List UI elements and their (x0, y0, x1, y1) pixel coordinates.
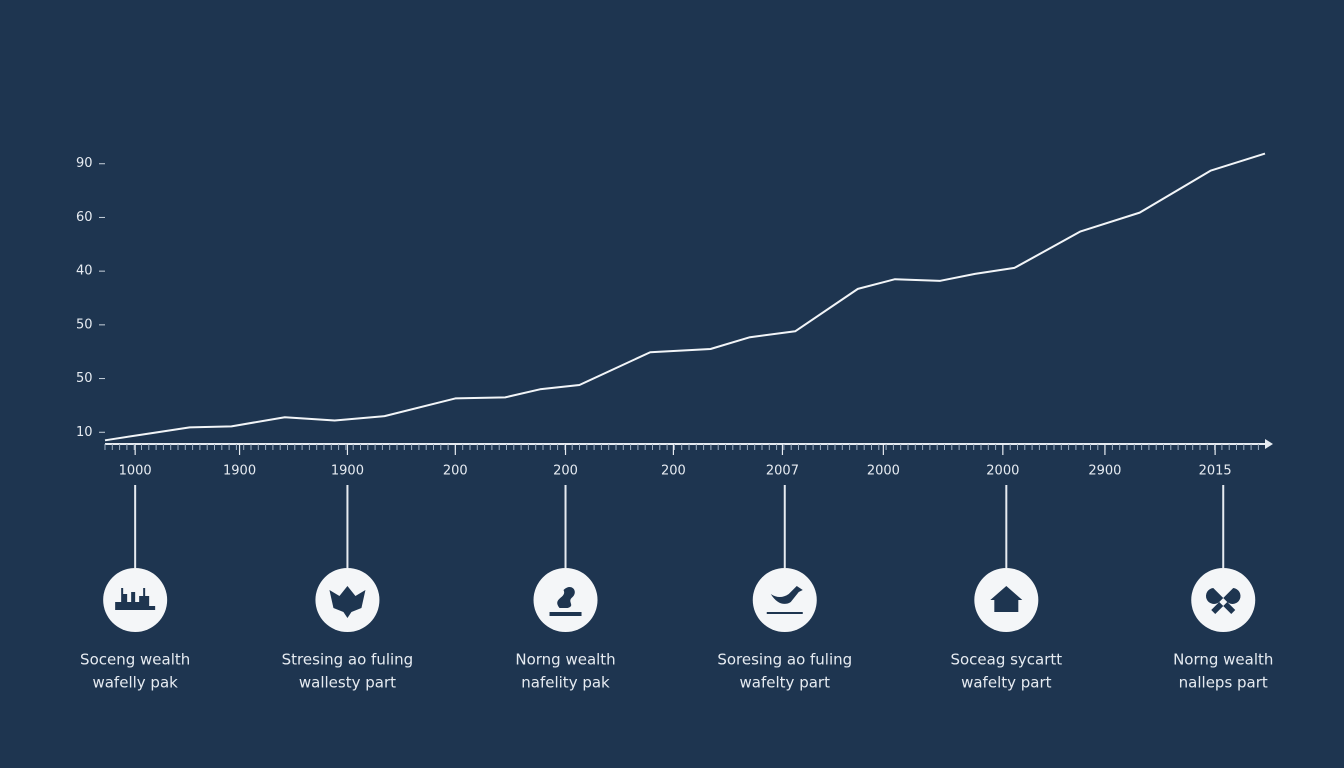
x-axis-arrow (1265, 439, 1273, 449)
y-tick-label: 10 (76, 425, 93, 440)
milestone-label: wafelty part (961, 674, 1052, 692)
milestone: Soceng wealth wafelly pak (80, 485, 190, 692)
milestone-icon (329, 586, 366, 618)
milestone-icon (549, 587, 582, 616)
y-tick-label: 50 (76, 371, 93, 386)
milestone-icon (766, 586, 803, 614)
x-tick-label: 200 (443, 464, 468, 479)
milestone-label: Soresing ao fuling (717, 651, 852, 669)
milestone-icon (990, 586, 1023, 612)
x-tick-label: 2007 (766, 464, 799, 479)
milestone-icon-bg (1191, 568, 1256, 632)
milestone-label: nalleps part (1179, 674, 1268, 692)
milestone-label: wafelty part (740, 674, 831, 692)
milestone: Soceag sycartt wafelty part (950, 485, 1062, 692)
milestone: Norng wealth nafelity pak (515, 485, 616, 692)
milestone-label: wafelly pak (92, 674, 178, 692)
y-tick-label: 40 (76, 264, 93, 279)
x-tick-label: 2000 (986, 464, 1019, 479)
milestone-label: Norng wealth (1173, 651, 1273, 669)
x-tick-label: 2900 (1088, 464, 1121, 479)
milestone: Stresing ao fuling wallesty part (282, 485, 414, 692)
x-tick-label: 2000 (867, 464, 900, 479)
x-tick-label: 200 (553, 464, 578, 479)
x-tick-label: 1900 (331, 464, 364, 479)
x-tick-label: 200 (661, 464, 686, 479)
milestone-label: nafelity pak (521, 674, 610, 692)
y-tick-label: 60 (76, 210, 93, 225)
milestone-icon (1205, 588, 1241, 614)
milestone-label: Stresing ao fuling (282, 651, 414, 669)
milestone: Soresing ao fuling wafelty part (717, 485, 852, 692)
x-tick-label: 1000 (119, 464, 152, 479)
milestone-label: Soceng wealth (80, 651, 190, 669)
y-tick-label: 90 (76, 156, 93, 171)
line (104, 152, 1266, 442)
milestone-label: Soceag sycartt (950, 651, 1062, 669)
milestone-icon (115, 588, 156, 610)
x-tick-label: 2015 (1199, 464, 1232, 479)
milestone-label: Norng wealth (515, 651, 615, 669)
y-tick-label: 50 (76, 317, 93, 332)
milestone-label: wallesty part (299, 674, 396, 692)
x-tick-label: 1900 (223, 464, 256, 479)
milestone: Norng wealth nalleps part (1173, 485, 1273, 692)
